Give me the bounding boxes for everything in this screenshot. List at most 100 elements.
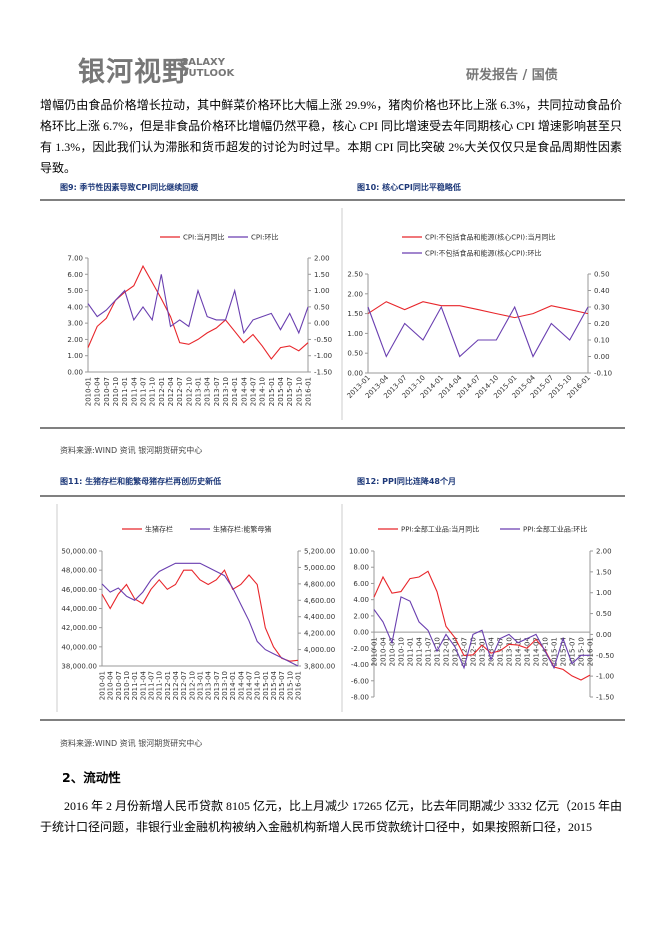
y-tick-label: 42,000.00 [61,624,97,632]
x-tick-label: 2012-10 [470,637,478,666]
x-tick-label: 2010-07 [115,671,123,700]
x-tick-label: 2014-01 [515,637,523,666]
x-tick-label: 2011-10 [156,671,164,700]
x-tick-label: 2013-04 [205,670,213,700]
x-tick-label: 2015-07 [286,377,294,406]
x-tick-label: 2012-07 [180,671,188,700]
x-tick-label: 2012-04 [172,670,180,700]
y-tick-label: 0.00 [67,369,83,377]
y-tick-label: 10.00 [349,548,369,556]
y2-tick-label: 1.50 [596,568,612,576]
x-tick-label: 2011-07 [140,377,148,406]
x-tick-label: 2012-07 [461,637,469,666]
y-tick-label: 5.00 [67,287,83,295]
y-tick-label: 1.00 [67,352,83,360]
y-tick-label: 38,000.00 [61,663,97,671]
y2-tick-label: 0.10 [594,337,610,345]
x-tick-label: 2014-07 [250,377,258,406]
x-tick-label: 2010-07 [103,377,111,406]
x-tick-label: 2013-01 [195,377,203,406]
x-tick-label: 2014-01 [229,671,237,700]
y-tick-label: 0.00 [353,629,369,637]
series-line [101,562,299,667]
y-tick-label: 6.00 [67,271,83,279]
x-tick-label: 2011-07 [148,671,156,700]
legend-label: PPI:全部工业品:环比 [523,525,587,534]
y2-tick-label: -0.10 [594,370,612,378]
x-tick-label: 2012-01 [158,377,166,406]
y-tick-label: 4.00 [67,303,83,311]
x-tick-label: 2015-01 [262,671,270,700]
x-tick-label: 2014-10 [254,671,262,700]
y2-tick-label: -1.00 [314,352,332,360]
y2-tick-label: 1.00 [314,287,330,295]
y-tick-label: 6.00 [353,580,369,588]
x-tick-label: 2012-04 [452,637,460,667]
x-tick-label: 2011-10 [149,377,157,406]
x-tick-label: 2015-07 [569,637,577,666]
series-line [373,596,590,670]
x-tick-label: 2010-04 [380,637,388,667]
logo-en-2: OUTLOOK [180,68,235,79]
source-note: 资料来源:WIND 资讯 银河期货研究中心 [60,739,203,748]
y-tick-label: -8.00 [351,694,369,702]
y-tick-label: 4.00 [353,596,369,604]
y-tick-label: 1.50 [347,310,363,318]
legend-label: 生猪存栏:能繁母猪 [213,525,271,534]
y-tick-label: -6.00 [351,677,369,685]
x-tick-label: 2010-10 [112,377,120,406]
y-tick-label: 1.00 [347,330,363,338]
x-tick-label: 2014-04 [524,637,532,667]
y-tick-label: 46,000.00 [61,586,97,594]
x-tick-label: 2012-10 [185,377,193,406]
legend-label: CPI:当月同比 [183,233,225,242]
y2-tick-label: -1.00 [596,673,614,681]
x-tick-label: 2012-10 [188,671,196,700]
series-line [367,301,589,319]
x-tick-label: 2010-01 [85,377,93,406]
y-tick-label: 50,000.00 [61,548,97,556]
series-line [87,264,309,360]
x-tick-label: 2013-01 [197,671,205,700]
paragraph: 增幅仍由食品价格增长拉动，其中鲜菜价格环比大幅上涨 29.9%，猪肉价格也环比上… [40,98,622,175]
y-tick-label: 8.00 [353,564,369,572]
legend-label: CPI:不包括食品和能源(核心CPI):当月同比 [425,233,556,242]
x-tick-label: 2012-04 [167,376,175,406]
y-tick-label: 0.50 [347,350,363,358]
y2-tick-label: 0.00 [596,631,612,639]
logo-cn: 银河视野 [78,57,190,88]
series-line [101,569,299,662]
x-tick-label: 2011-01 [121,377,129,406]
y2-tick-label: 0.50 [314,303,330,311]
x-tick-label: 2015-10 [295,377,303,406]
x-tick-label: 2011-01 [407,637,415,666]
y-tick-label: -4.00 [351,661,369,669]
x-tick-label: 2015-01 [551,637,559,666]
x-tick-label: 2011-07 [425,637,433,666]
x-tick-label: 2016-01 [587,637,595,666]
y2-tick-label: 4,200.00 [304,630,335,638]
y2-tick-label: 4,600.00 [304,597,335,605]
x-tick-label: 2010-07 [389,637,397,666]
x-tick-label: 2011-04 [139,670,147,700]
x-tick-label: 2012-01 [164,671,172,700]
x-tick-label: 2010-10 [123,671,131,700]
x-tick-label: 2014-04 [237,670,245,700]
y2-tick-label: 3,800.00 [304,663,335,671]
x-tick-label: 2016-01 [305,377,313,406]
x-tick-label: 2015-04 [277,376,285,406]
y-tick-label: 2.50 [347,271,363,279]
x-tick-label: 2013-10 [222,377,230,406]
y-tick-label: 3.00 [67,320,83,328]
y-tick-label: 44,000.00 [61,605,97,613]
legend-label: CPI:环比 [251,233,279,242]
header-section: 研发报告 / 国债 [466,68,558,83]
figure-caption: 图9: 季节性因素导致CPI同比继续回暖 [60,183,199,192]
x-tick-label: 2013-04 [488,637,496,667]
x-tick-label: 2015-01 [268,377,276,406]
x-tick-label: 2014-04 [240,376,248,406]
y-tick-label: 2.00 [67,336,83,344]
x-tick-label: 2015-04 [270,670,278,700]
